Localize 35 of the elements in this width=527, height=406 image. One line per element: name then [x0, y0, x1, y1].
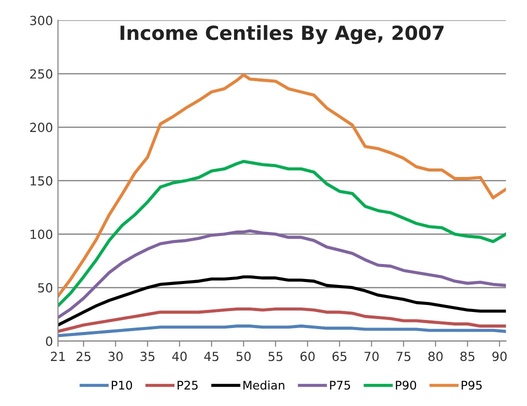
x-tick-label: 85 — [460, 352, 474, 362]
x-tick-label: 25 — [76, 352, 90, 362]
y-tick-label: 100 — [30, 230, 52, 240]
line-series — [58, 73, 506, 298]
y-tick-label: 300 — [30, 16, 52, 26]
legend-label: P25 — [178, 380, 198, 390]
x-tick-label: 60 — [300, 352, 315, 362]
legend-label: P95 — [462, 380, 482, 390]
line-series — [58, 324, 506, 338]
line-series — [58, 275, 506, 327]
y-tick-label: 200 — [30, 122, 52, 132]
x-tick-label: 45 — [204, 352, 218, 362]
x-tick-label: 35 — [140, 352, 154, 362]
y-tick-label: 0 — [46, 336, 52, 346]
x-tick-label: 80 — [428, 352, 443, 362]
y-tick-label: 50 — [38, 283, 52, 293]
x-tick-label: 70 — [364, 352, 379, 362]
x-tick-label: 65 — [332, 352, 346, 362]
legend-label: P90 — [396, 380, 416, 390]
legend-label: Median — [243, 380, 284, 390]
x-tick-label: 30 — [108, 352, 123, 362]
x-tick-label: 50 — [236, 352, 251, 362]
x-tick-label: 90 — [492, 352, 507, 362]
line-series — [58, 160, 506, 308]
y-tick-label: 250 — [30, 69, 52, 79]
legend-label: P10 — [112, 380, 132, 390]
x-tick-label: 75 — [396, 352, 410, 362]
legend-label: P75 — [330, 380, 350, 390]
x-tick-label: 40 — [172, 352, 187, 362]
x-tick-label: 55 — [268, 352, 282, 362]
chart-title: Income Centiles By Age, 2007 — [120, 25, 444, 44]
y-tick-label: 150 — [30, 176, 52, 186]
x-tick-label: 21 — [50, 352, 65, 361]
line-series — [58, 229, 506, 320]
line-series — [58, 307, 506, 333]
